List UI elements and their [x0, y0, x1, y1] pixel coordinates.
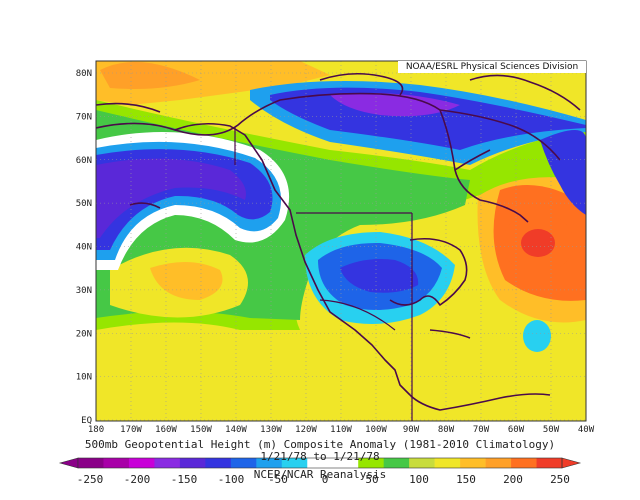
colorbar-label: 0 — [322, 473, 329, 486]
colorbar — [58, 457, 582, 469]
longitude-label: 90W — [403, 425, 420, 435]
map-date-range: 1/21/78 to 1/21/78 — [260, 450, 380, 463]
colorbar-swatch — [358, 458, 384, 468]
colorbar-label: 200 — [503, 473, 523, 486]
anomaly-high-core — [521, 229, 555, 257]
anomaly-pacific-core — [150, 261, 223, 300]
longitude-label: 180 — [88, 425, 104, 435]
map-source: NCEP/NCAR Reanalysis — [253, 468, 387, 481]
colorbar-label: -100 — [218, 473, 245, 486]
latitude-label: 40N — [76, 243, 92, 253]
longitude-label: 80W — [438, 425, 455, 435]
colorbar-label: 150 — [456, 473, 476, 486]
latitude-label: 20N — [76, 329, 92, 339]
colorbar-swatch — [485, 458, 512, 468]
anomaly-north-core — [100, 62, 200, 89]
credit-label: NOAA/ESRL Physical Sciences Division — [398, 61, 586, 73]
map-frame — [95, 60, 587, 422]
longitude-labels: 180 170W 160W 150W 140W 130W 120W 110W 100W 90W 80… — [88, 425, 595, 435]
anomaly-tropics — [96, 330, 586, 421]
longitude-label: 160W — [155, 425, 177, 435]
colorbar-swatch — [205, 458, 232, 468]
anomaly-trough-core — [340, 259, 419, 293]
colorbar-label: -50 — [268, 473, 288, 486]
latitude-label: 10N — [76, 373, 92, 383]
longitude-label: 130W — [260, 425, 282, 435]
longitude-label: 60W — [508, 425, 525, 435]
latitude-label: 70N — [76, 112, 92, 122]
longitude-label: 50W — [543, 425, 560, 435]
anomaly-low-west-core — [96, 158, 246, 238]
colorbar-label: -150 — [171, 473, 198, 486]
colorbar-swatch — [511, 458, 537, 468]
latitude-label: 60N — [76, 156, 92, 166]
longitude-label: 100W — [365, 425, 387, 435]
colorbar-swatch — [536, 458, 563, 468]
colorbar-swatch — [154, 458, 181, 468]
longitude-label: 40W — [578, 425, 595, 435]
colorbar-swatch — [383, 458, 410, 468]
borders — [234, 127, 413, 421]
latitude-label: EQ — [81, 416, 92, 426]
colorbar-label: 100 — [409, 473, 429, 486]
longitude-label: 110W — [330, 425, 352, 435]
latitude-label: 50N — [76, 199, 92, 209]
colorbar-swatch — [179, 458, 206, 468]
colorbar-label: -200 — [124, 473, 151, 486]
latitude-labels: 80N 70N 60N 50N 40N 30N 20N 10N EQ — [76, 69, 92, 426]
longitude-label: 120W — [295, 425, 317, 435]
colorbar-swatch — [128, 458, 155, 468]
colorbar-swatch — [256, 458, 283, 468]
longitude-label: 170W — [120, 425, 142, 435]
colorbar-swatch — [103, 458, 130, 468]
colorbar-label: -250 — [77, 473, 104, 486]
latitude-label: 80N — [76, 69, 92, 79]
colorbar-swatch — [332, 458, 359, 468]
colorbar-swatch — [78, 458, 104, 468]
longitude-label: 140W — [225, 425, 247, 435]
coastlines — [96, 72, 581, 411]
longitude-label: 70W — [473, 425, 490, 435]
gridlines — [96, 61, 586, 421]
colorbar-swatch — [230, 458, 257, 468]
colorbar-labels: -250 -200 -150 -100 -50 0 50 100 150 200 250 — [77, 473, 570, 486]
colorbar-swatch — [409, 458, 435, 468]
colorbar-swatch — [307, 458, 334, 468]
longitude-label: 150W — [190, 425, 212, 435]
latitude-label: 30N — [76, 286, 92, 296]
colorbar-label: 250 — [550, 473, 570, 486]
anomaly-arctic-core — [330, 92, 460, 117]
colorbar-swatch — [434, 458, 461, 468]
anomaly-atlantic-low — [523, 320, 551, 352]
map-title: 500mb Geopotential Height (m) Composite … — [84, 438, 556, 451]
colorbar-swatch — [460, 458, 486, 468]
colorbar-swatch — [281, 458, 308, 468]
colorbar-label: 50 — [365, 473, 378, 486]
